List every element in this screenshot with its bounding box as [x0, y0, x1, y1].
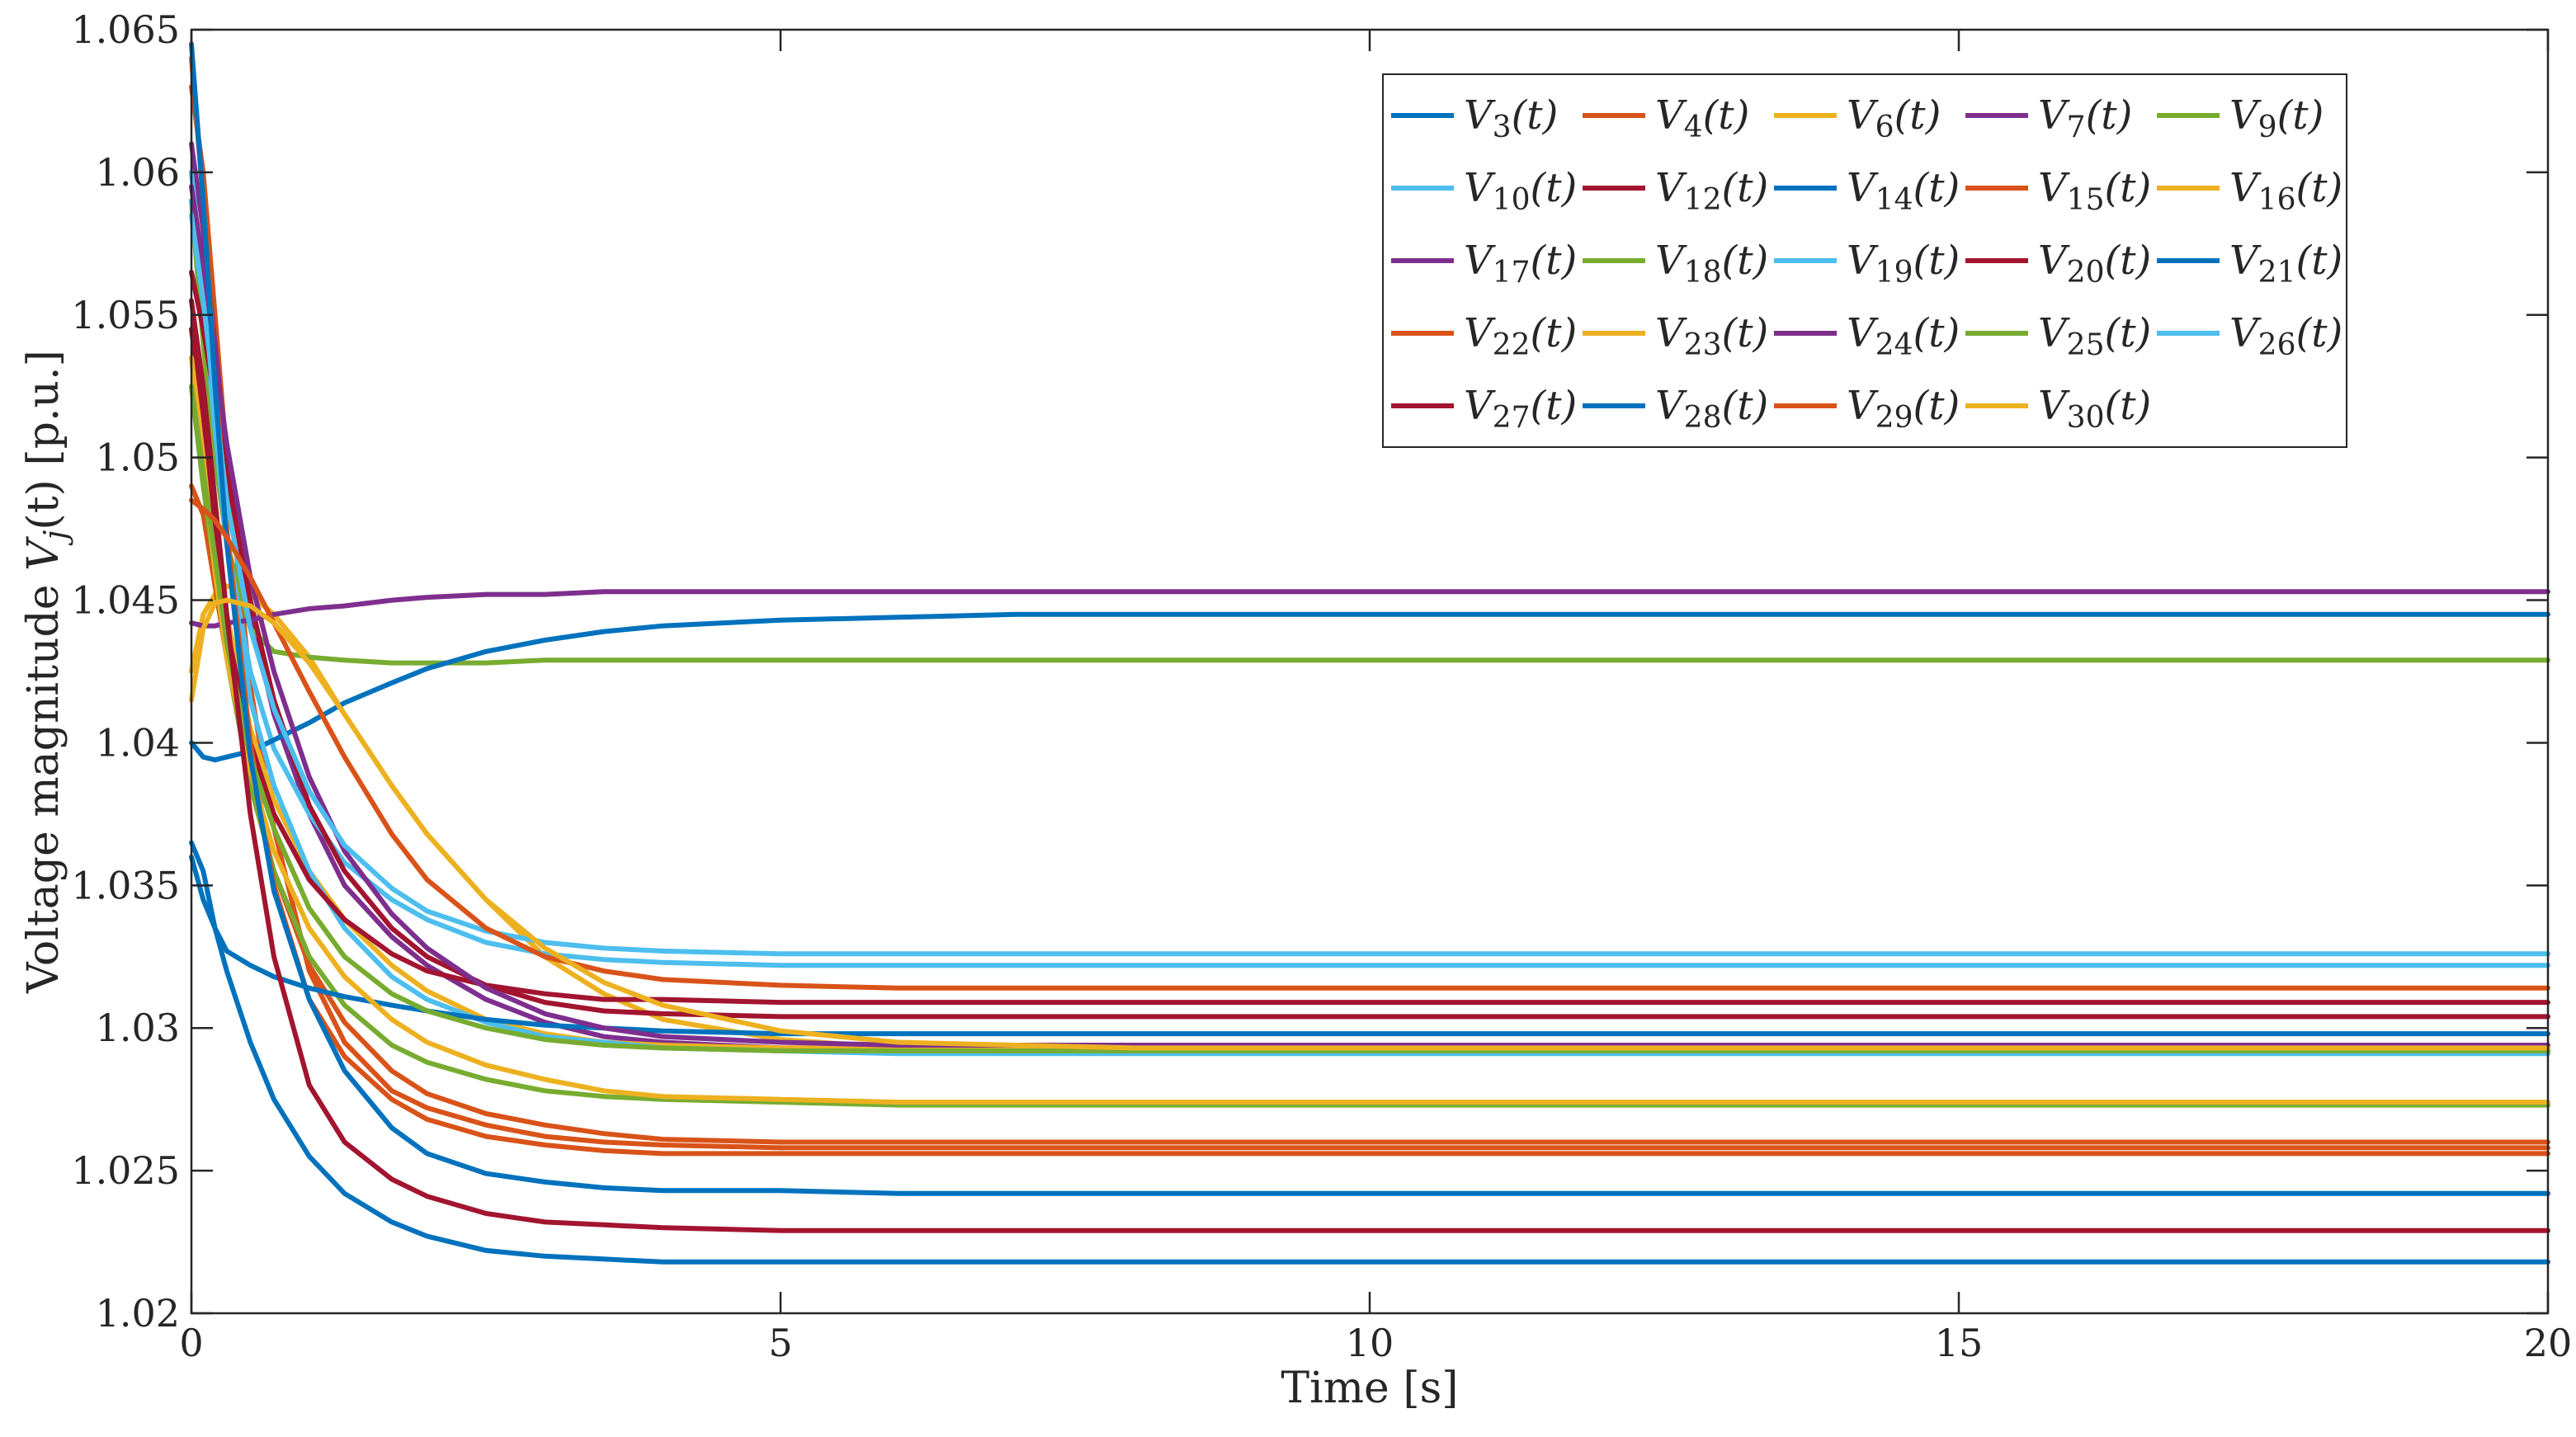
legend-label-v25: V25(t) — [2038, 310, 2151, 362]
legend-label-v21: V21(t) — [2229, 238, 2342, 290]
y-tick-label: 1.055 — [71, 293, 180, 337]
legend-label-v20: V20(t) — [2038, 238, 2151, 290]
legend-label-v23: V23(t) — [1655, 310, 1768, 362]
x-tick-label: 20 — [2524, 1321, 2573, 1365]
legend-label-v17: V17(t) — [1464, 238, 1577, 290]
series-line-v27 — [189, 298, 2550, 1233]
legend-label-v27: V27(t) — [1464, 383, 1577, 435]
series-line-v9 — [189, 198, 2550, 666]
y-tick-label: 1.03 — [96, 1006, 180, 1050]
series-line-v3 — [189, 840, 2550, 1265]
y-tick-label: 1.065 — [71, 7, 180, 52]
series-line-v14 — [189, 611, 2550, 763]
legend-label-v12: V12(t) — [1655, 165, 1768, 217]
series-line-v28 — [189, 41, 2550, 1196]
legend-label-v18: V18(t) — [1655, 238, 1768, 290]
y-tick-label: 1.06 — [96, 150, 180, 195]
legend-label-v16: V16(t) — [2229, 165, 2342, 217]
legend-label-v9: V9(t) — [2229, 92, 2324, 144]
series-line-v12 — [189, 269, 2550, 1020]
y-tick-label: 1.035 — [71, 863, 180, 907]
tick-group: 0 5 10 15 20 1.02 1.025 1.03 1.035 1.04 1.045 1.05 1… — [71, 7, 2572, 1365]
legend-entries: V3(t) V4(t) V6(t) V7(t) V9(t) V10(t) V12(t) V14… — [1391, 92, 2342, 435]
x-tick-label: 10 — [1346, 1321, 1394, 1365]
x-tick-label: 15 — [1935, 1321, 1984, 1365]
y-tick-label: 1.05 — [96, 436, 180, 480]
series-group — [189, 41, 2550, 1265]
y-tick-label: 1.04 — [96, 720, 180, 765]
legend-label-v29: V29(t) — [1847, 383, 1960, 435]
legend-label-v30: V30(t) — [2038, 383, 2151, 435]
legend-label-v22: V22(t) — [1464, 310, 1577, 362]
legend-label-v7: V7(t) — [2038, 92, 2132, 144]
legend-label-v14: V14(t) — [1847, 165, 1960, 217]
x-tick-label: 0 — [179, 1321, 203, 1365]
series-line-v20 — [189, 327, 2550, 1006]
legend-label-v10: V10(t) — [1464, 165, 1577, 217]
y-axis-label: Voltage magnitude Vj(t) [p.u.] — [19, 350, 73, 994]
y-tick-label: 1.02 — [96, 1291, 180, 1336]
y-tick-label: 1.025 — [71, 1148, 180, 1193]
legend-label-v3: V3(t) — [1464, 92, 1558, 144]
series-line-v26 — [189, 212, 2550, 957]
legend-label-v24: V24(t) — [1847, 310, 1960, 362]
series-line-v30 — [189, 597, 2550, 1051]
legend-label-v28: V28(t) — [1655, 383, 1768, 435]
legend-label-v15: V15(t) — [2038, 165, 2151, 217]
legend-label-v19: V19(t) — [1847, 238, 1960, 290]
series-line-v21 — [189, 854, 2550, 1037]
series-line-v29 — [189, 497, 2550, 991]
legend: V3(t) V4(t) V6(t) V7(t) V9(t) V10(t) V12(t) V14… — [1382, 73, 2347, 448]
x-tick-label: 5 — [768, 1321, 792, 1365]
legend-label-v26: V26(t) — [2229, 310, 2342, 362]
legend-label-v4: V4(t) — [1655, 92, 1749, 144]
series-line-v24 — [189, 184, 2550, 1048]
y-tick-label: 1.045 — [71, 578, 180, 623]
x-axis-label: Time [s] — [1281, 1364, 1458, 1413]
legend-label-v6: V6(t) — [1847, 92, 1941, 144]
